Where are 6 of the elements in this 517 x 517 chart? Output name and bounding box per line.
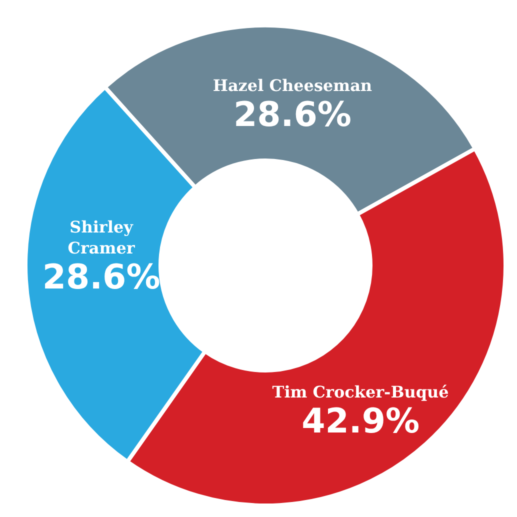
data-label: 42.9% xyxy=(302,402,420,442)
data-label: 28.6% xyxy=(233,95,352,136)
slice-label: Hazel Cheeseman xyxy=(212,76,372,96)
data-label: 28.6% xyxy=(42,257,160,298)
slice-label: Tim Crocker-Buqué xyxy=(272,382,449,402)
slice-label: Shirley Cramer xyxy=(68,217,136,258)
